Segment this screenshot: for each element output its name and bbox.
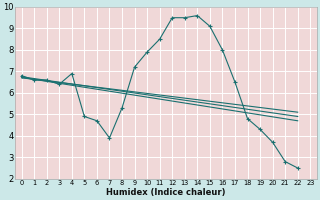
X-axis label: Humidex (Indice chaleur): Humidex (Indice chaleur) (106, 188, 226, 197)
